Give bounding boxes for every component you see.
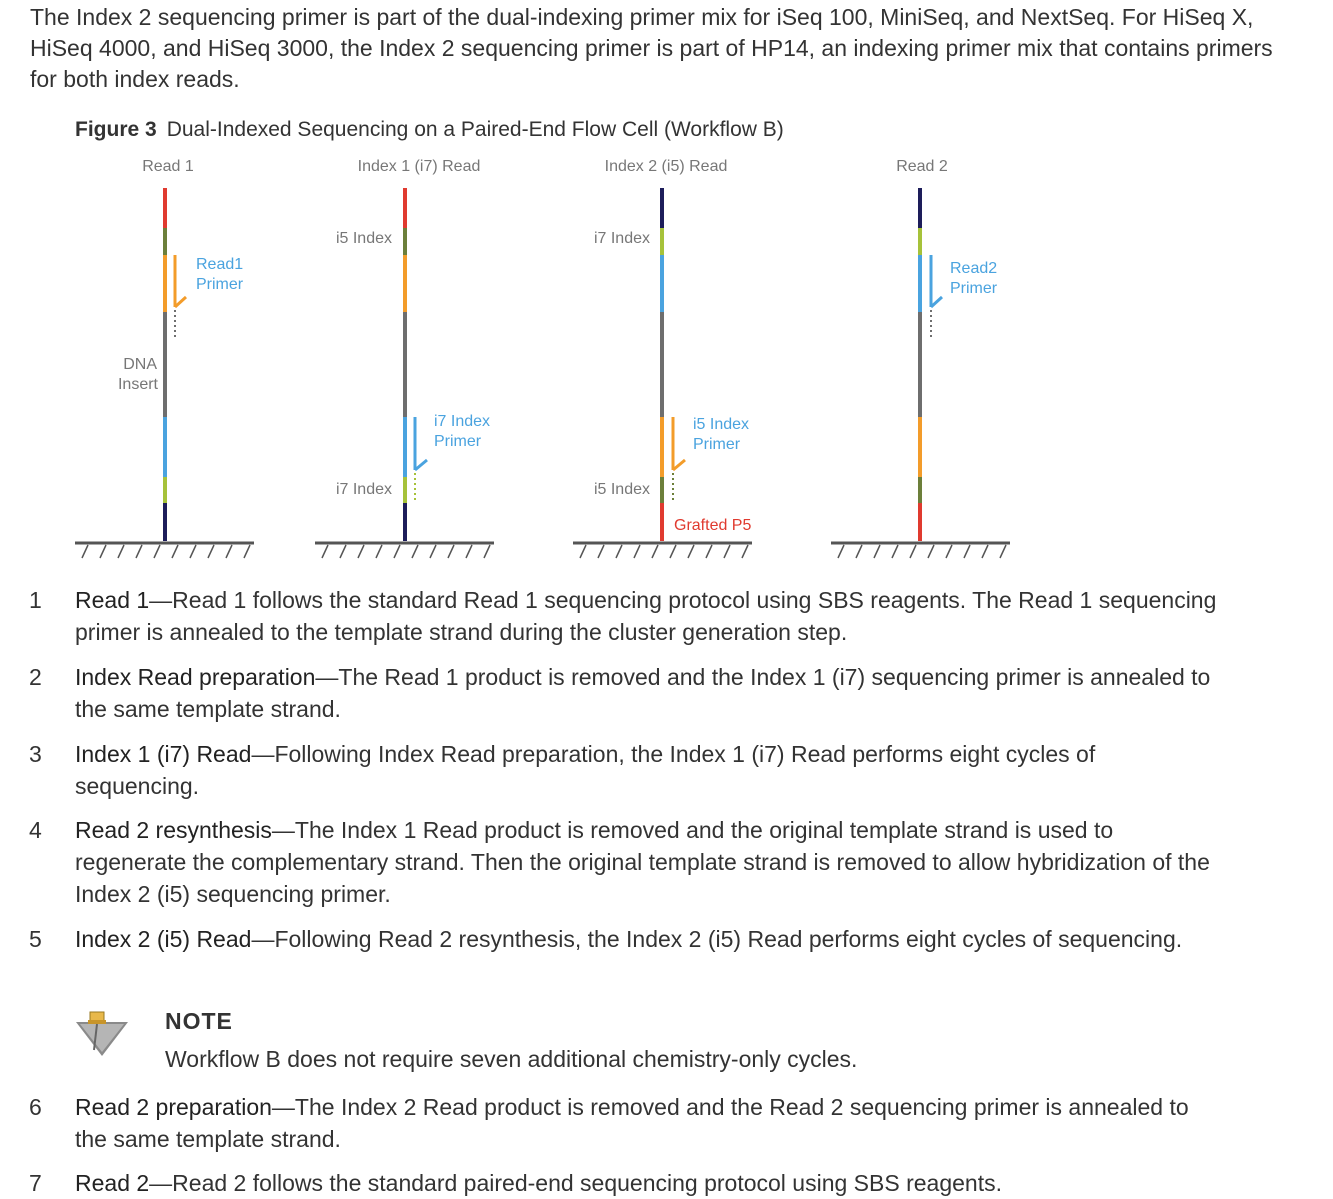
step-text: —Following Read 2 resynthesis, the Index… xyxy=(251,926,1183,952)
grafted-p5-label: Grafted P5 xyxy=(674,517,751,534)
column-heading-index1: Index 1 (i7) Read xyxy=(358,158,481,175)
i7-primer-label: i7 Index xyxy=(434,413,490,430)
step-body: Index 1 (i7) Read—Following Index Read p… xyxy=(75,738,1225,802)
step-body: Read 2—Read 2 follows the standard paire… xyxy=(75,1167,1225,1199)
read1-primer-label-2: Primer xyxy=(196,276,244,293)
step-text: —Read 2 follows the standard paired-end … xyxy=(149,1170,1002,1196)
step-text: —The Index 1 Read product is removed and… xyxy=(75,817,1210,907)
intro-paragraph: The Index 2 sequencing primer is part of… xyxy=(30,4,1273,92)
step-number: 5 xyxy=(29,926,42,952)
read2-primer-label-2: Primer xyxy=(950,280,998,297)
i5-index-label-col2: i5 Index xyxy=(336,230,392,247)
step-body: Index 2 (i5) Read—Following Read 2 resyn… xyxy=(75,923,1225,955)
i5-primer-label-2: Primer xyxy=(693,436,741,453)
step-body: Read 1—Read 1 follows the standard Read … xyxy=(75,584,1225,648)
i7-index-label-col2: i7 Index xyxy=(336,481,392,498)
step-body: Read 2 resynthesis—The Index 1 Read prod… xyxy=(75,814,1225,910)
read1-primer-label: Read1 xyxy=(196,256,243,273)
step-number: 6 xyxy=(29,1094,42,1120)
read2-primer xyxy=(929,255,944,340)
note-callout: NOTE Workflow B does not require seven a… xyxy=(0,1004,1333,1084)
i7-primer-label-2: Primer xyxy=(434,433,482,450)
step-term: Index Read preparation xyxy=(75,664,316,690)
step-text: —The Read 1 product is removed and the I… xyxy=(75,664,1211,722)
i7-index-label-col3: i7 Index xyxy=(594,230,650,247)
step-body: Index Read preparation—The Read 1 produc… xyxy=(75,661,1225,725)
step-number: 3 xyxy=(29,741,42,767)
column-heading-index2: Index 2 (i5) Read xyxy=(605,158,728,175)
step-text: —Read 1 follows the standard Read 1 sequ… xyxy=(75,587,1217,645)
flow-cell-surface-1 xyxy=(75,541,254,559)
dual-index-sequencing-figure: Read 1 Index 1 (i7) Read Index 2 (i5) Re… xyxy=(75,158,1010,559)
flow-cell-surface-3 xyxy=(573,541,752,559)
read1-primer xyxy=(173,255,188,340)
step-body: Read 2 preparation—The Index 2 Read prod… xyxy=(75,1091,1225,1155)
step-number: 7 xyxy=(29,1170,42,1196)
flow-cell-surface-4 xyxy=(831,541,1010,559)
column-heading-read1: Read 1 xyxy=(142,158,194,175)
i5-primer-label: i5 Index xyxy=(693,416,749,433)
step-term: Index 2 (i5) Read xyxy=(75,926,252,952)
pushpin-note-icon xyxy=(76,1011,128,1056)
column-heading-read2: Read 2 xyxy=(896,158,948,175)
i5-index-label-col3: i5 Index xyxy=(594,481,650,498)
note-text: Workflow B does not require seven additi… xyxy=(165,1046,858,1072)
i5-index-primer xyxy=(671,417,686,503)
figure-title: Dual-Indexed Sequencing on a Paired-End … xyxy=(166,118,784,141)
step-term: Read 2 xyxy=(75,1170,150,1196)
step-term: Index 1 (i7) Read xyxy=(75,741,252,767)
flow-cell-surface-2 xyxy=(315,541,494,559)
step-number: 2 xyxy=(29,664,42,690)
step-term: Read 1 xyxy=(75,587,150,613)
step-term: Read 2 preparation xyxy=(75,1094,272,1120)
step-term: Read 2 resynthesis xyxy=(75,817,272,843)
figure-caption: Figure 3 Dual-Indexed Sequencing on a Pai… xyxy=(75,118,784,142)
step-number: 4 xyxy=(29,817,42,843)
step-text: —Following Index Read preparation, the I… xyxy=(75,741,1096,799)
step-text: —The Index 2 Read product is removed and… xyxy=(75,1094,1189,1152)
dna-insert-label-2: Insert xyxy=(118,376,159,393)
figure-label: Figure 3 xyxy=(75,118,157,141)
read2-primer-label: Read2 xyxy=(950,260,997,277)
dna-insert-label: DNA xyxy=(123,356,157,373)
step-number: 1 xyxy=(29,587,42,613)
i7-index-primer xyxy=(413,417,428,503)
note-title: NOTE xyxy=(165,1008,233,1034)
